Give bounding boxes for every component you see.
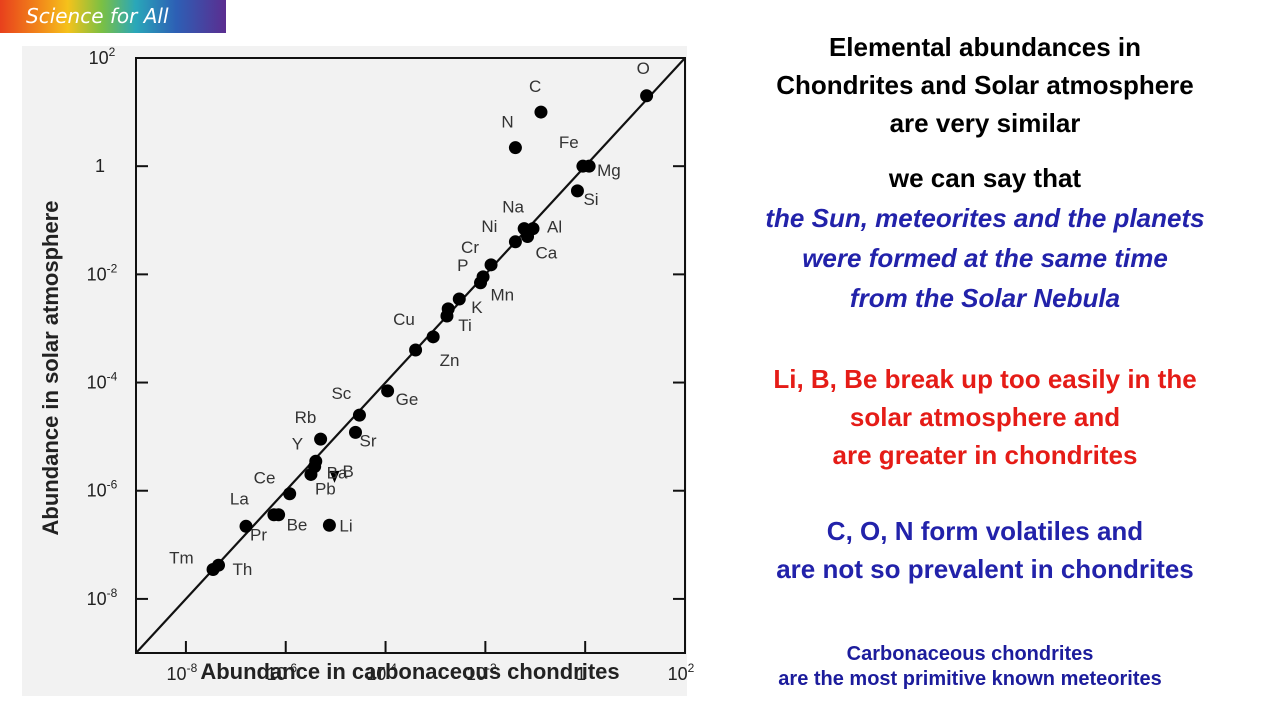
point-label-mn: Mn [491, 286, 515, 305]
x-axis-label: Abundance in carbonaceous chondrites [200, 659, 619, 684]
c-o-n-line: are not so prevalent in chondrites [776, 554, 1194, 584]
point-label-p: P [457, 256, 468, 275]
conclusion-text: the Sun, meteorites and the planets were… [705, 198, 1265, 318]
data-point-k [452, 292, 466, 306]
data-point-mg [582, 159, 596, 173]
conclusion-line: the Sun, meteorites and the planets [765, 203, 1205, 233]
data-point-rb [314, 432, 328, 446]
data-point-upper-limit [329, 470, 340, 483]
point-labels: O CN Fe Mg Si Na Al Ni Ca CrP Mn KTi Cu Zn Ge Sc Sr Rb Y Ba… [169, 59, 650, 579]
data-point-si [570, 184, 584, 198]
data-point-be [272, 508, 286, 522]
intro-text: we can say that [888, 163, 1082, 193]
c-o-n-note: C, O, N form volatiles and are not so pr… [715, 512, 1255, 588]
point-label-al: Al [547, 218, 562, 237]
point-label-sc: Sc [331, 384, 351, 403]
y-tick-label: 1 [95, 156, 105, 176]
chondrites-footnote: Carbonaceous chondrites are the most pri… [720, 642, 1220, 692]
point-label-c: C [529, 77, 541, 96]
point-label-zn: Zn [440, 351, 460, 370]
data-point-ce [283, 487, 297, 501]
point-label-na: Na [502, 198, 524, 217]
data-point-ca [521, 230, 535, 244]
data-point-pb [304, 467, 318, 481]
abundance-scatter-chart: 10-8 10-6 10-4 10-2 1 102 10-810-610-410-2110… [22, 45, 695, 696]
li-b-be-line: are greater in chondrites [832, 440, 1138, 470]
point-label-ni: Ni [481, 217, 497, 236]
footnote-line: Carbonaceous chondrites [846, 643, 1094, 665]
data-point-ti [440, 309, 454, 323]
point-label-n: N [501, 113, 513, 132]
point-label-be: Be [287, 516, 308, 535]
point-label-th: Th [233, 560, 253, 579]
slide-title: Elemental abundances in Chondrites and S… [725, 28, 1245, 142]
li-b-be-note: Li, B, Be break up too easily in the sol… [720, 360, 1250, 474]
data-point-th [212, 558, 226, 572]
x-tick-label: 1 [576, 664, 586, 684]
point-label-ba: Ba [327, 464, 348, 483]
badge-label: Science for All [26, 4, 169, 28]
footnote-line: are the most primitive known meteorites [778, 668, 1162, 690]
x-tick-label: 102 [668, 661, 695, 684]
point-label-rb: Rb [295, 408, 317, 427]
point-label-sr: Sr [359, 431, 376, 450]
point-label-fe: Fe [559, 133, 579, 152]
point-label-pb: Pb [315, 479, 336, 498]
point-label-o: O [637, 59, 650, 78]
c-o-n-line: C, O, N form volatiles and [826, 516, 1144, 546]
point-label-tm: Tm [169, 548, 194, 567]
point-label-k: K [471, 298, 483, 317]
point-label-b: B [343, 462, 354, 481]
conclusion-line: from the Solar Nebula [849, 283, 1121, 313]
data-point-o [640, 89, 654, 103]
point-label-ti: Ti [458, 316, 472, 335]
data-point-n [508, 141, 522, 155]
point-label-ca: Ca [536, 244, 558, 263]
equality-reference-line [135, 57, 686, 654]
point-label-ge: Ge [396, 390, 419, 409]
data-point-pr [239, 519, 253, 533]
data-point-cr [484, 258, 498, 272]
title-line: Elemental abundances in [828, 32, 1142, 62]
data-point-ge [381, 384, 395, 398]
point-label-ce: Ce [254, 469, 276, 488]
data-point-cu [426, 330, 440, 344]
chart-background [22, 46, 687, 696]
data-point-zn [409, 343, 423, 357]
data-point-li [322, 518, 336, 532]
data-point-c [534, 105, 548, 119]
title-line: Chondrites and Solar atmosphere [776, 70, 1194, 100]
point-label-li: Li [339, 516, 352, 535]
point-label-cu: Cu [393, 310, 415, 329]
li-b-be-line: Li, B, Be break up too easily in the [773, 364, 1197, 394]
point-label-pr: Pr [250, 525, 267, 544]
data-point-sr [348, 425, 362, 439]
data-point-mn [474, 276, 488, 290]
data-point-ni [508, 235, 522, 249]
y-axis-label: Abundance in solar atmosphere [38, 201, 63, 536]
point-label-y: Y [292, 434, 303, 453]
point-label-cr: Cr [461, 238, 479, 257]
conclusion-line: were formed at the same time [802, 243, 1168, 273]
data-points [206, 89, 654, 576]
plot-frame [135, 57, 686, 654]
li-b-be-line: solar atmosphere and [849, 402, 1121, 432]
data-point-sc [352, 408, 366, 422]
science-for-all-badge: Science for All [0, 0, 226, 33]
point-label-la: La [230, 490, 249, 509]
point-label-si: Si [583, 190, 598, 209]
point-label-mg: Mg [597, 161, 621, 180]
title-line: are very similar [889, 108, 1081, 138]
